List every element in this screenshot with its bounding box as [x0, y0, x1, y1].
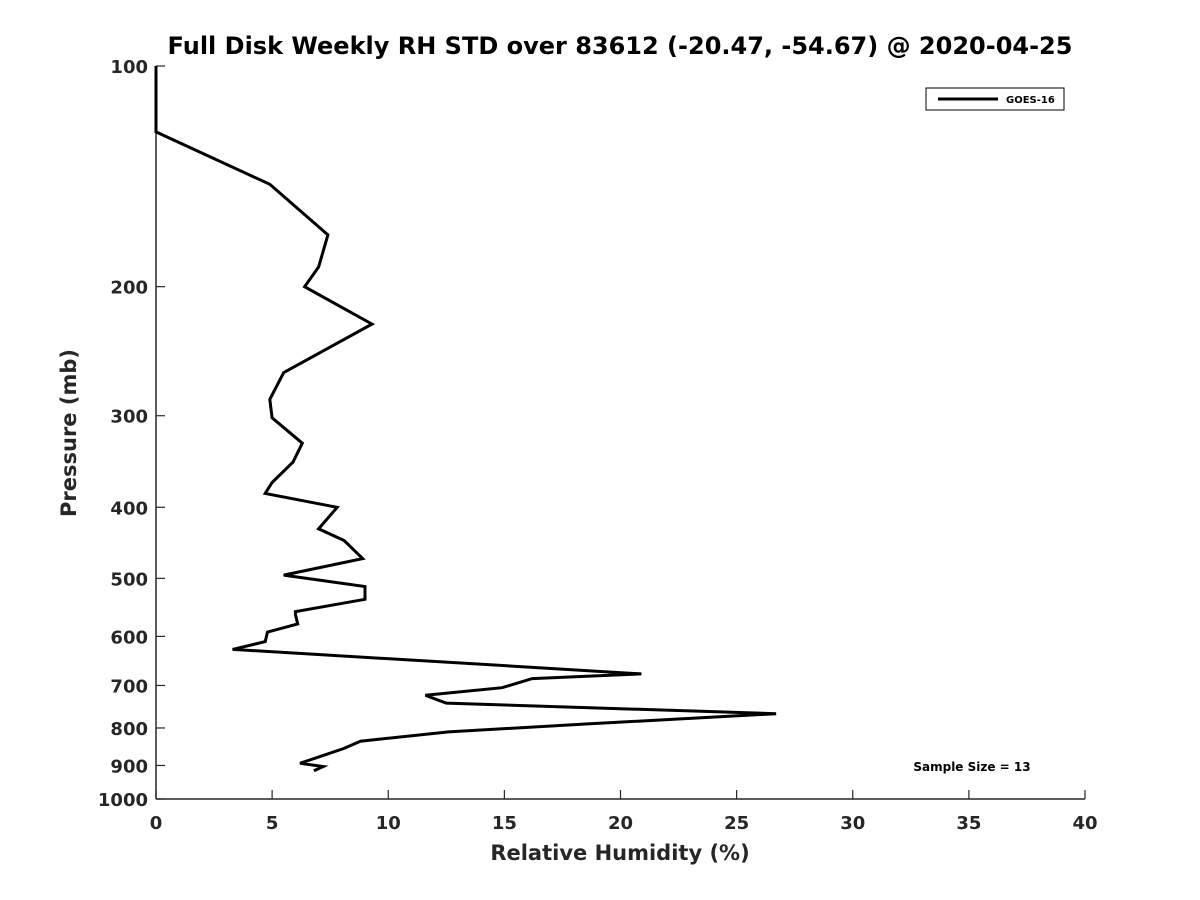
y-tick-label: 300	[110, 407, 148, 428]
chart-title: Full Disk Weekly RH STD over 83612 (-20.…	[168, 32, 1073, 60]
y-axis-ticks: 100 200 300 400 500 600 700 800 900 1000	[98, 57, 165, 811]
y-tick-label: 900	[110, 756, 148, 777]
x-axis-label: Relative Humidity (%)	[490, 841, 749, 865]
y-tick-label: 400	[110, 498, 148, 519]
y-tick-label: 800	[110, 719, 148, 740]
legend: GOES-16	[925, 87, 1065, 111]
x-tick-label: 35	[956, 813, 981, 834]
y-tick-label: 100	[110, 57, 148, 78]
x-tick-label: 20	[608, 813, 633, 834]
x-tick-label: 40	[1072, 813, 1097, 834]
y-tick-label: 700	[110, 676, 148, 697]
x-tick-label: 5	[266, 813, 279, 834]
y-tick-label: 200	[110, 278, 148, 299]
legend-label-goes-16: GOES-16	[1006, 95, 1055, 106]
y-tick-label: 500	[110, 569, 148, 590]
y-tick-label: 600	[110, 627, 148, 648]
x-tick-label: 0	[150, 813, 163, 834]
axes	[155, 66, 1085, 800]
x-tick-label: 25	[724, 813, 749, 834]
x-tick-label: 15	[492, 813, 517, 834]
y-tick-label: 1000	[98, 790, 148, 811]
x-tick-label: 30	[840, 813, 865, 834]
series-line-goes-16	[154, 66, 777, 773]
x-tick-label: 10	[376, 813, 401, 834]
x-axis-ticks: 0 5 10 15 20 25 30 35 40	[150, 790, 1098, 834]
plot-area	[154, 66, 777, 773]
sample-size-annotation: Sample Size = 13	[913, 760, 1030, 774]
y-axis-label: Pressure (mb)	[57, 349, 81, 517]
